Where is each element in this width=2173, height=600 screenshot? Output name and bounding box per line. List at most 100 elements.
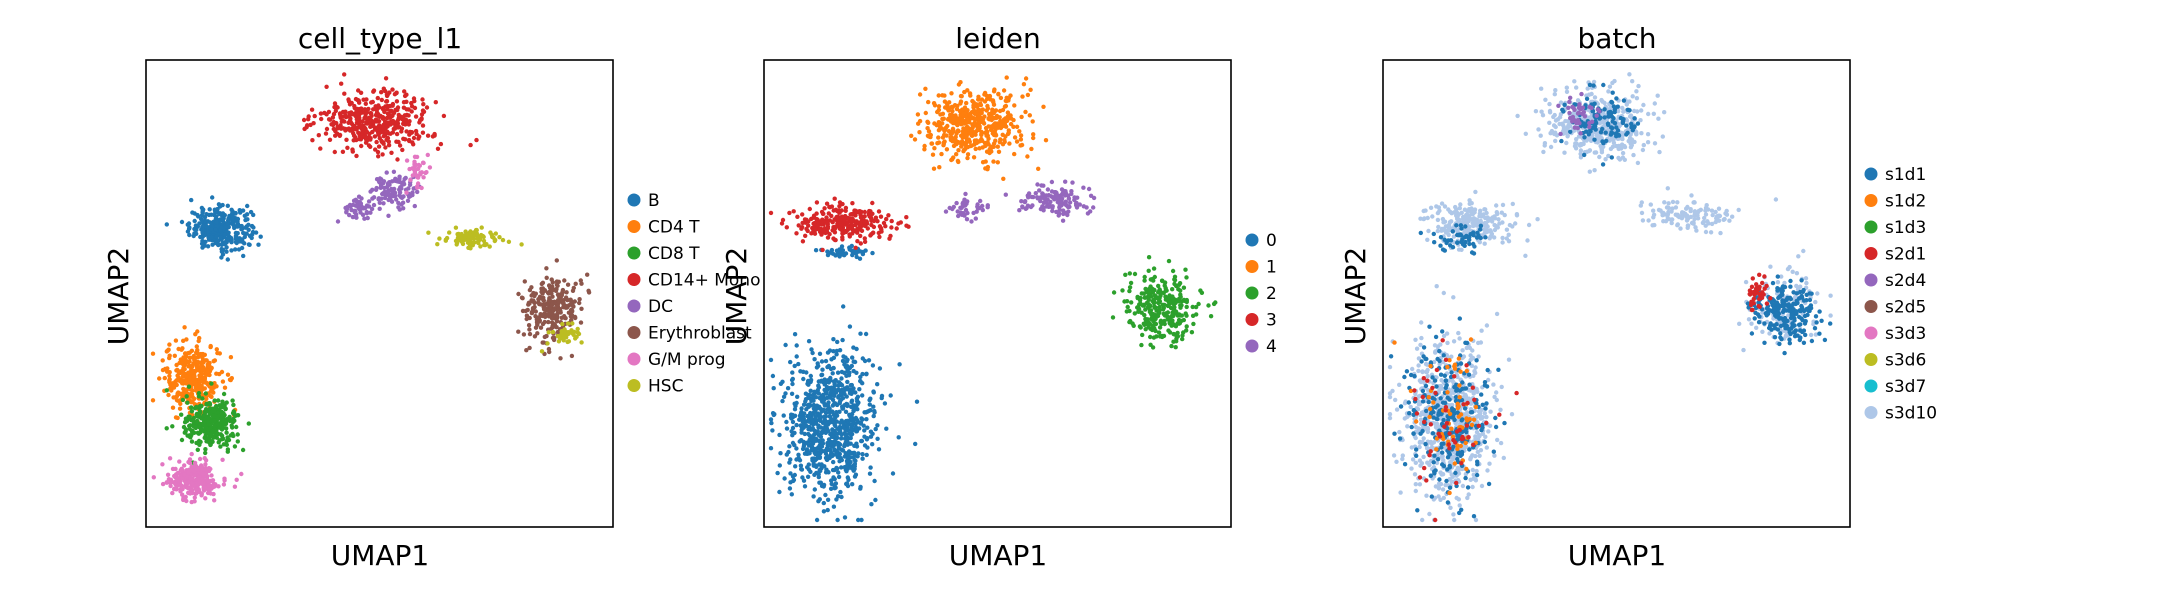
scatter-point: [404, 129, 409, 134]
scatter-point: [1440, 487, 1446, 492]
scatter-point: [202, 215, 208, 220]
scatter-point: [826, 400, 831, 405]
scatter-points: [150, 72, 592, 505]
scatter-point: [1060, 218, 1066, 223]
scatter-point: [1055, 199, 1061, 205]
scatter-point: [1425, 362, 1430, 367]
scatter-point: [846, 216, 851, 221]
scatter-point: [178, 401, 183, 406]
scatter-point: [468, 142, 473, 148]
scatter-point: [787, 210, 792, 216]
scatter-point: [1436, 481, 1442, 486]
scatter-point: [845, 439, 850, 444]
scatter-point: [1491, 382, 1496, 387]
scatter-point: [1408, 404, 1413, 410]
scatter-point: [1040, 191, 1046, 197]
scatter-point: [1199, 290, 1205, 295]
scatter-point: [332, 149, 337, 155]
scatter-point: [995, 160, 1000, 165]
scatter-point: [1162, 283, 1167, 288]
legend-marker: [1245, 260, 1259, 273]
scatter-point: [847, 391, 853, 396]
scatter-point: [781, 413, 786, 418]
scatter-point: [359, 143, 364, 149]
scatter-point: [879, 393, 885, 399]
scatter-point: [1127, 288, 1132, 294]
scatter-point: [839, 465, 844, 470]
scatter-point: [856, 209, 861, 214]
scatter-point: [783, 391, 788, 396]
scatter-point: [233, 236, 238, 241]
scatter-point: [569, 317, 574, 323]
scatter-point: [216, 242, 221, 247]
scatter-point: [354, 153, 359, 159]
scatter-point: [859, 228, 865, 233]
scatter-point: [995, 144, 1000, 149]
scatter-point: [380, 152, 385, 157]
scatter-point: [862, 428, 867, 433]
scatter-point: [1174, 334, 1180, 339]
scatter-point: [219, 369, 225, 375]
scatter-point: [850, 252, 855, 258]
scatter-point: [875, 436, 880, 441]
scatter-point: [876, 230, 881, 236]
scatter-point: [167, 355, 172, 361]
scatter-point: [991, 125, 997, 130]
scatter-point: [555, 304, 561, 309]
scatter-point: [162, 375, 167, 381]
scatter-point: [172, 353, 177, 358]
scatter-point: [229, 248, 234, 253]
scatter-point: [799, 406, 804, 411]
scatter-point: [209, 365, 214, 371]
scatter-point: [1420, 517, 1425, 523]
scatter-point: [178, 468, 183, 473]
scatter-point: [203, 218, 208, 224]
scatter-point: [853, 390, 858, 395]
scatter-point: [493, 231, 498, 236]
scatter-point: [555, 283, 560, 288]
scatter-point: [419, 185, 424, 191]
scatter-point: [864, 452, 869, 458]
scatter-point: [848, 455, 853, 460]
scatter-point: [937, 124, 943, 129]
scatter-point: [335, 126, 340, 131]
scatter-point: [165, 366, 170, 371]
scatter-point: [177, 479, 183, 484]
scatter-point: [1050, 208, 1055, 214]
scatter-point: [397, 187, 402, 192]
scatter-point: [827, 204, 832, 210]
scatter-point: [1492, 394, 1497, 400]
scatter-point: [839, 457, 844, 463]
scatter-point: [802, 217, 808, 222]
scatter-point: [1416, 394, 1421, 399]
scatter-point: [166, 392, 171, 398]
scatter-point: [206, 479, 211, 484]
scatter-point: [386, 213, 391, 218]
scatter-point: [1170, 287, 1175, 292]
scatter-point: [168, 386, 173, 391]
scatter-point: [804, 370, 809, 375]
scatter-point: [802, 411, 807, 416]
scatter-point: [566, 310, 572, 315]
scatter-point: [843, 451, 848, 456]
scatter-point: [1434, 284, 1439, 289]
scatter-point: [251, 212, 256, 218]
scatter-point: [217, 403, 222, 408]
scatter-point: [394, 197, 399, 202]
scatter-point: [203, 450, 208, 456]
scatter-point: [815, 429, 820, 434]
scatter-point: [545, 290, 551, 295]
scatter-point: [541, 298, 546, 303]
scatter-point: [549, 277, 554, 282]
scatter-point: [1460, 348, 1465, 353]
scatter-point: [519, 242, 524, 247]
scatter-point: [782, 476, 787, 481]
scatter-point: [389, 108, 394, 114]
scatter-point: [339, 81, 344, 86]
scatter-point: [858, 484, 863, 490]
scatter-point: [227, 414, 232, 420]
scatter-point: [197, 409, 203, 414]
scatter-point: [1178, 294, 1183, 300]
scatter-point: [564, 297, 569, 302]
scatter-point: [1427, 511, 1432, 517]
